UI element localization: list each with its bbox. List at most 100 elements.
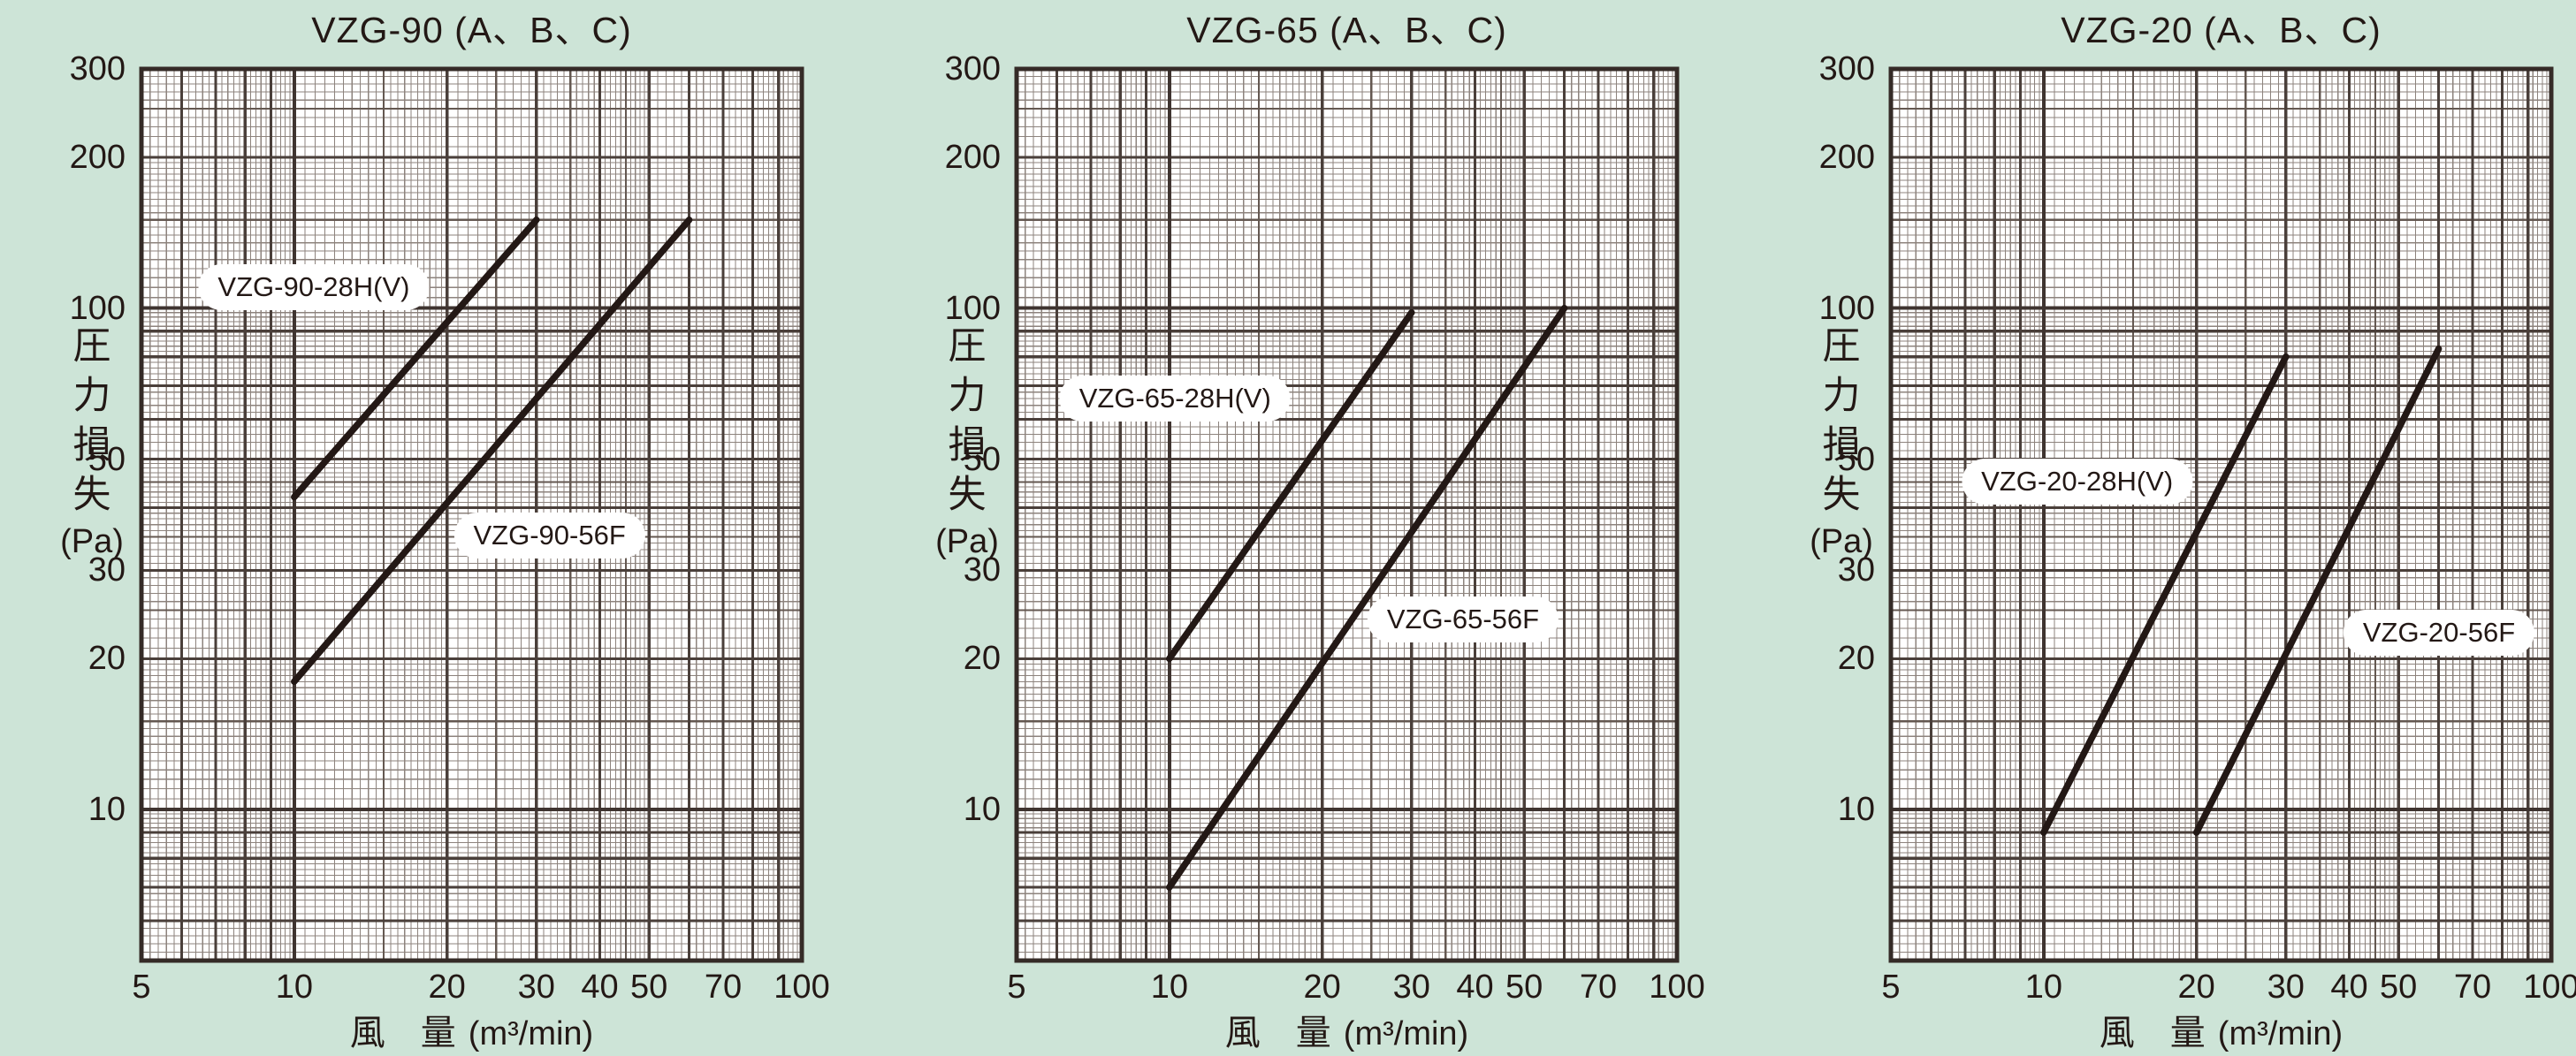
- y-axis-title: 圧力損失: [1818, 322, 1864, 520]
- series-label: VZG-90-56F: [453, 512, 645, 558]
- x-axis-title-kanji: 風 量: [349, 1014, 456, 1052]
- x-tick-label: 30: [517, 969, 555, 1006]
- x-tick-label: 100: [2523, 969, 2576, 1006]
- y-axis-title-char: 損: [72, 424, 111, 467]
- series-label: VZG-20-56F: [2343, 609, 2535, 656]
- y-axis-title-char: 失: [72, 474, 111, 516]
- chart-panel-vzg-90: VZG-90 (A、B、C) 300 200 100 50 30 20 10 5 10 20 30 4…: [0, 0, 875, 1056]
- x-tick-label: 30: [1392, 969, 1430, 1006]
- plot-background: [1891, 69, 2551, 961]
- plot-frame: [1888, 66, 2554, 963]
- series-label: VZG-90-28H(V): [198, 264, 430, 311]
- y-tick-label: 10: [88, 791, 126, 829]
- y-axis-title-char: 圧: [948, 325, 987, 368]
- x-tick-label: 30: [2267, 969, 2305, 1006]
- y-tick-label: 200: [69, 138, 126, 176]
- y-tick-label: 50: [88, 440, 126, 478]
- plot-frame: [139, 66, 804, 963]
- y-axis-title-char: 力: [72, 375, 111, 417]
- curve-VZG-20-56F: [2192, 345, 2443, 836]
- y-axis-title-char: 失: [948, 474, 987, 516]
- y-tick-label: 300: [944, 50, 1001, 87]
- curve-VZG-90-56F: [291, 217, 693, 686]
- x-axis-title-kanji: 風 量: [1224, 1014, 1331, 1052]
- x-axis-title: 風 量 (m³/min): [1891, 1004, 2551, 1055]
- y-tick-label: 10: [963, 791, 1001, 829]
- x-axis-unit: (m³/min): [2217, 1015, 2344, 1052]
- grid-mid-lines: [1889, 67, 2551, 962]
- x-tick-label: 5: [132, 969, 151, 1006]
- y-axis-title-char: 失: [1822, 474, 1861, 516]
- x-axis-title-kanji: 風 量: [2099, 1014, 2206, 1052]
- y-tick-label: 100: [1818, 289, 1875, 327]
- y-tick-label: 100: [69, 289, 126, 327]
- chart-title: VZG-90 (A、B、C): [311, 10, 632, 50]
- x-tick-label: 10: [275, 969, 313, 1006]
- plot-area: [1888, 66, 2554, 963]
- curve-VZG-65-56F: [1166, 304, 1568, 891]
- y-axis-title-char: 圧: [72, 325, 111, 368]
- x-tick-label: 50: [2380, 969, 2418, 1006]
- y-tick-label: 200: [944, 138, 1001, 176]
- series-label: VZG-65-56F: [1367, 596, 1559, 642]
- chart-panel-vzg-20: VZG-20 (A、B、C) 300 200 100 50 30 20 10 5 10 20 30 4…: [1749, 0, 2576, 1056]
- y-axis-title-char: 力: [1822, 375, 1861, 417]
- y-tick-label: 50: [963, 440, 1001, 478]
- x-tick-label: 70: [1579, 969, 1618, 1006]
- y-tick-label: 20: [1837, 640, 1875, 678]
- y-tick-label: 100: [944, 289, 1001, 327]
- x-tick-label: 70: [704, 969, 743, 1006]
- grid-minor-lines: [141, 69, 802, 961]
- curve-VZG-65-28H(V): [1166, 308, 1415, 663]
- plot-area: [139, 66, 804, 963]
- y-tick-label: 30: [88, 551, 126, 589]
- x-tick-label: 5: [1881, 969, 1901, 1006]
- y-tick-label: 20: [88, 640, 126, 678]
- x-tick-label: 20: [2177, 969, 2215, 1006]
- chart-title: VZG-65 (A、B、C): [1186, 10, 1507, 50]
- y-axis-title: 圧力損失: [69, 322, 115, 520]
- plot-area: [1014, 66, 1680, 963]
- y-axis-unit: (Pa): [60, 523, 124, 560]
- chart-panel-vzg-65: VZG-65 (A、B、C) 300 200 100 50 30 20 10 5 10 20 30 4…: [875, 0, 1750, 1056]
- y-tick-label: 300: [69, 50, 126, 87]
- grid-semi-lines: [1017, 69, 1677, 961]
- x-tick-label: 20: [1303, 969, 1341, 1006]
- y-axis-title-char: 力: [948, 375, 987, 417]
- grid-semi-lines: [1891, 69, 2551, 961]
- x-tick-label: 70: [2453, 969, 2492, 1006]
- y-tick-label: 50: [1837, 440, 1875, 478]
- series-label: VZG-20-28H(V): [1962, 459, 2193, 505]
- x-tick-label: 10: [2024, 969, 2062, 1006]
- x-axis-unit: (m³/min): [468, 1015, 594, 1052]
- curve-VZG-90-28H(V): [291, 217, 540, 501]
- x-axis-title: 風 量 (m³/min): [141, 1004, 802, 1055]
- y-axis-unit: (Pa): [935, 523, 999, 560]
- grid-minor-lines: [1017, 69, 1677, 961]
- x-tick-label: 5: [1007, 969, 1026, 1006]
- y-tick-label: 30: [963, 551, 1001, 589]
- plot-background: [1017, 69, 1677, 961]
- y-tick-label: 10: [1837, 791, 1875, 829]
- y-axis-title-char: 損: [948, 424, 987, 467]
- x-axis-unit: (m³/min): [1343, 1015, 1469, 1052]
- y-axis-unit: (Pa): [1810, 523, 1873, 560]
- x-tick-label: 40: [581, 969, 619, 1006]
- y-tick-label: 200: [1818, 138, 1875, 176]
- y-axis-title-char: 損: [1822, 424, 1861, 467]
- y-tick-label: 300: [1818, 50, 1875, 87]
- y-tick-label: 30: [1837, 551, 1875, 589]
- x-tick-label: 40: [2330, 969, 2368, 1006]
- x-tick-label: 50: [1505, 969, 1543, 1006]
- x-axis-title: 風 量 (m³/min): [1017, 1004, 1677, 1055]
- x-tick-label: 20: [428, 969, 466, 1006]
- y-axis-title: 圧力損失: [944, 322, 990, 520]
- plot-frame: [1014, 66, 1680, 963]
- x-tick-label: 100: [774, 969, 830, 1006]
- y-tick-label: 20: [963, 640, 1001, 678]
- chart-title: VZG-20 (A、B、C): [2061, 10, 2382, 50]
- x-tick-label: 50: [630, 969, 668, 1006]
- x-tick-label: 100: [1649, 969, 1705, 1006]
- x-tick-label: 40: [1456, 969, 1494, 1006]
